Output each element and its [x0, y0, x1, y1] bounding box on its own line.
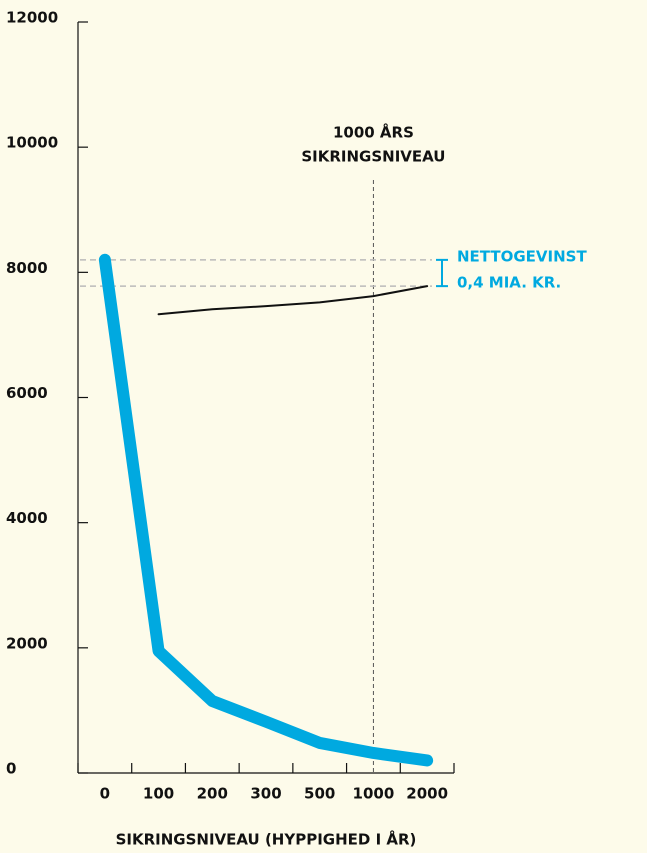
- marker-label: SIKRINGSNIVEAU: [301, 148, 445, 166]
- y-tick-label: 10000: [6, 134, 58, 152]
- y-tick-label: 6000: [6, 384, 48, 402]
- x-tick-label: 500: [304, 785, 335, 803]
- series-line: [98, 253, 434, 767]
- y-tick-label: 8000: [6, 259, 48, 277]
- y-tick-label: 2000: [6, 634, 48, 652]
- series-line: [157, 285, 429, 316]
- gain-label: 0,4 MIA. KR.: [457, 274, 561, 292]
- y-tick-label: 4000: [6, 509, 48, 527]
- x-tick-label: 1000: [353, 785, 395, 803]
- x-axis-title: SIKRINGSNIVEAU (HYPPIGHED I ÅR): [116, 830, 417, 849]
- y-tick-label: 0: [6, 760, 16, 778]
- gain-bracket: [436, 258, 448, 288]
- x-tick-label: 0: [100, 785, 110, 803]
- marker-label: 1000 ÅRS: [333, 123, 414, 142]
- x-tick-label: 200: [197, 785, 228, 803]
- x-tick-label: 2000: [406, 785, 448, 803]
- gain-label: NETTOGEVINST: [457, 248, 587, 266]
- y-tick-label: 12000: [6, 9, 58, 27]
- x-tick-label: 300: [250, 785, 281, 803]
- x-tick-label: 100: [143, 785, 174, 803]
